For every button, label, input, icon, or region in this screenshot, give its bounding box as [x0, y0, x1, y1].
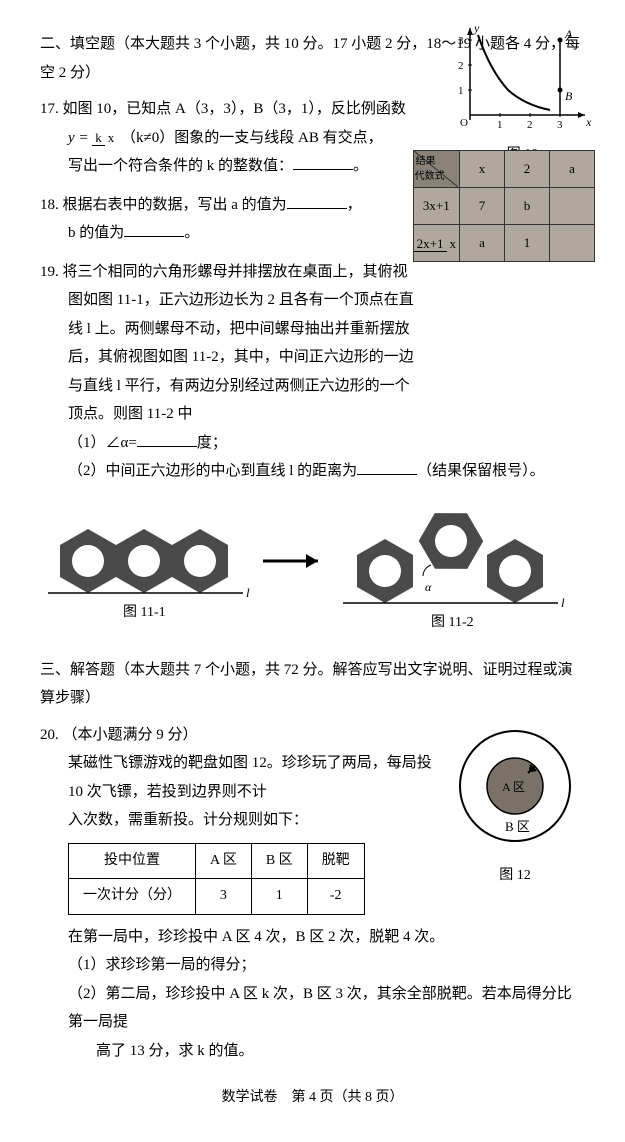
svg-text:A 区: A 区 [502, 780, 525, 794]
svg-text:α: α [425, 580, 432, 594]
blank-17 [293, 154, 353, 170]
svg-text:x: x [585, 115, 592, 129]
question-20: 20. （本小题满分 9 分） A 区 B 区 图 12 某磁性飞镖游戏的靶盘如… [40, 721, 585, 1066]
question-19: 19. 将三个相同的六角形螺母并排摆放在桌面上，其俯视 图如图 11-1，正六边… [40, 258, 585, 486]
question-17: 17. 如图 10，已知点 A（3，3），B（3，1），反比例函数 y = kx… [40, 95, 585, 181]
svg-text:图 11-2: 图 11-2 [431, 615, 474, 630]
blank-18a [287, 193, 347, 209]
score-table: 投中位置A 区B 区脱靶 一次计分（分）31-2 [68, 843, 365, 915]
section3-title: 三、解答题（本大题共 7 个小题，共 72 分。解答应写出文字说明、证明过程或演… [40, 656, 585, 713]
svg-text:A: A [564, 27, 573, 41]
blank-19-2 [357, 459, 417, 475]
page-footer: 数学试卷 第 4 页（共 8 页） [40, 1085, 585, 1112]
figure-12: A 区 B 区 图 12 [445, 721, 585, 890]
svg-text:y: y [473, 21, 480, 35]
svg-text:图 11-1: 图 11-1 [123, 605, 166, 620]
svg-text:2: 2 [458, 60, 464, 72]
svg-text:l: l [246, 585, 250, 600]
blank-18b [124, 221, 184, 237]
svg-text:l: l [561, 595, 565, 610]
svg-text:3: 3 [458, 35, 464, 47]
blank-19-1 [137, 431, 197, 447]
question-18: 18. 根据右表中的数据，写出 a 的值为， b 的值为。 [40, 191, 585, 248]
figure-11: l 图 11-1 l α 图 11-2 [40, 501, 585, 641]
svg-text:B 区: B 区 [505, 819, 530, 834]
